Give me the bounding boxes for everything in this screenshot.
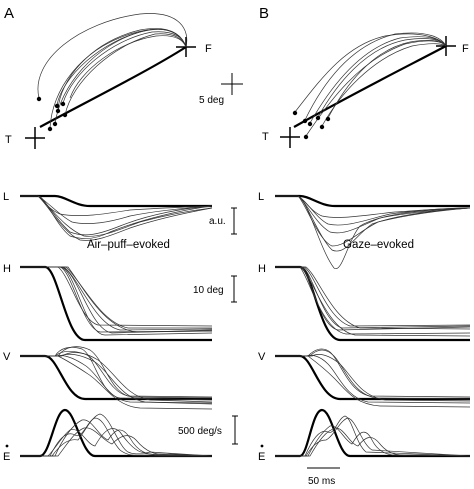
trace-label-h-a: H	[3, 263, 11, 275]
time-scale-label: 50 ms	[308, 476, 335, 487]
horizontal-traces-a: H	[3, 263, 213, 342]
target-t-cross-b	[280, 127, 300, 148]
velocity-scale-bar	[232, 415, 238, 445]
velocity-traces-b: E	[258, 408, 471, 463]
gaze-trajectories-a	[37, 13, 188, 129]
condition-label-b: Gaze–evoked	[343, 239, 414, 251]
target-label-f-b: F	[462, 43, 469, 55]
position-scale-bar	[231, 275, 237, 303]
gaze-trajectories-b	[294, 32, 447, 137]
position-scale-label: 10 deg	[193, 285, 224, 296]
trace-label-h-b: H	[258, 263, 266, 275]
velocity-scale-label: 500 deg/s	[178, 426, 222, 437]
vertical-traces-a: V	[3, 346, 213, 410]
trace-label-e-b: E	[258, 451, 265, 463]
spatial-scale-bar	[221, 73, 243, 95]
start-dots-a	[36, 96, 68, 132]
spatial-scale-label: 5 deg	[199, 95, 224, 106]
lid-traces-a: L	[3, 191, 213, 241]
trace-label-l-a: L	[3, 191, 9, 203]
derivative-dot-a	[5, 444, 9, 448]
trace-label-l-b: L	[258, 191, 264, 203]
trajectory-plot-a: T F	[5, 13, 212, 149]
condition-label-a: Air–puff–evoked	[87, 239, 170, 251]
vertical-traces-b: V	[258, 348, 471, 408]
panel-letter-a: A	[4, 5, 14, 22]
trace-label-e-a: E	[3, 451, 10, 463]
panel-letter-b: B	[259, 5, 269, 22]
ideal-path-b	[293, 45, 447, 128]
lid-scale-label: a.u.	[209, 216, 226, 227]
horizontal-traces-b: H	[258, 263, 471, 342]
trajectory-plot-b: T F	[262, 32, 469, 148]
lid-scale-bar	[231, 207, 237, 235]
target-label-t-a: T	[5, 134, 12, 146]
trace-label-v-a: V	[3, 351, 11, 363]
velocity-traces-a: E	[3, 408, 213, 463]
ideal-path-a	[39, 46, 187, 128]
derivative-dot-b	[260, 444, 264, 448]
start-dots-b	[292, 110, 331, 140]
target-label-t-b: T	[262, 131, 269, 143]
lid-traces-b: L	[258, 191, 471, 269]
trace-label-v-b: V	[258, 351, 266, 363]
target-t-cross-a	[25, 127, 45, 149]
target-label-f-a: F	[205, 43, 212, 55]
